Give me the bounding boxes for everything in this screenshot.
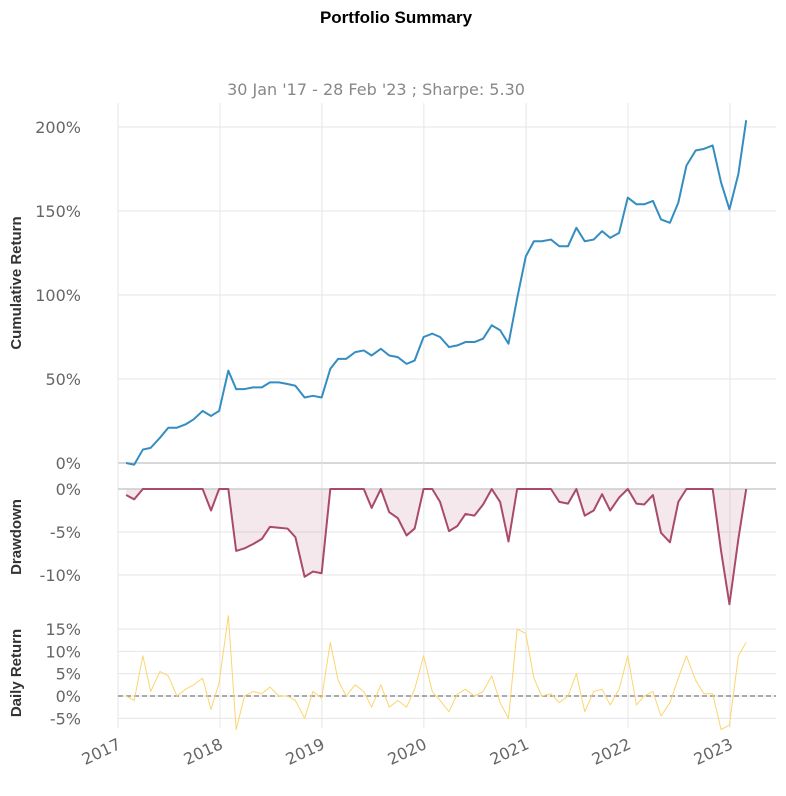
daily-ytick-label: 15%	[45, 620, 81, 639]
daily-ylabel: Daily Return	[8, 629, 25, 717]
daily-ytick-label: 10%	[45, 642, 81, 661]
drawdown-line	[125, 488, 748, 606]
daily-ytick-label: 0%	[56, 687, 81, 706]
cumulative-ytick-label: 150%	[35, 202, 81, 221]
daily-panel: -5% 0% 5% 10% 15% Daily Return	[8, 608, 776, 730]
drawdown-ytick-label: -5%	[50, 523, 81, 542]
figure-subtitle: 30 Jan '17 - 28 Feb '23 ; Sharpe: 5.30	[227, 80, 525, 99]
x-tick-label: 2023	[691, 734, 736, 768]
x-tick-label: 2021	[487, 734, 532, 768]
daily-ytick-label: -5%	[50, 709, 81, 728]
x-tick-label: 2018	[181, 734, 226, 768]
cumulative-return-line	[125, 120, 748, 466]
x-tick-label: 2019	[283, 734, 328, 768]
cumulative-panel: 0% 50% 100% 150% 200% Cumulative Return	[8, 103, 776, 473]
drawdown-ylabel: Drawdown	[8, 499, 25, 575]
cumulative-ylabel: Cumulative Return	[8, 216, 25, 349]
daily-return-line	[125, 615, 747, 730]
figure-title: Portfolio Summary	[320, 8, 473, 27]
cumulative-ytick-label: 0%	[56, 454, 81, 473]
x-tick-label: 2017	[79, 734, 124, 768]
drawdown-area	[126, 489, 747, 605]
drawdown-ytick-label: -10%	[40, 566, 81, 585]
drawdown-ytick-label: 0%	[56, 480, 81, 499]
x-tick-label: 2020	[385, 734, 430, 768]
cumulative-ytick-label: 100%	[35, 286, 81, 305]
x-tick-label: 2022	[589, 734, 634, 768]
cumulative-ytick-label: 200%	[35, 118, 81, 137]
x-axis: 2017 2018 2019 2020 2021 2022 2023	[79, 734, 736, 768]
cumulative-ytick-label: 50%	[45, 370, 81, 389]
chart-panels: 0%50%100%150%200%Cumulative Return0%-5%-…	[8, 103, 776, 730]
daily-ytick-label: 5%	[56, 665, 81, 684]
drawdown-panel: 0% -5% -10% Drawdown	[8, 463, 776, 608]
